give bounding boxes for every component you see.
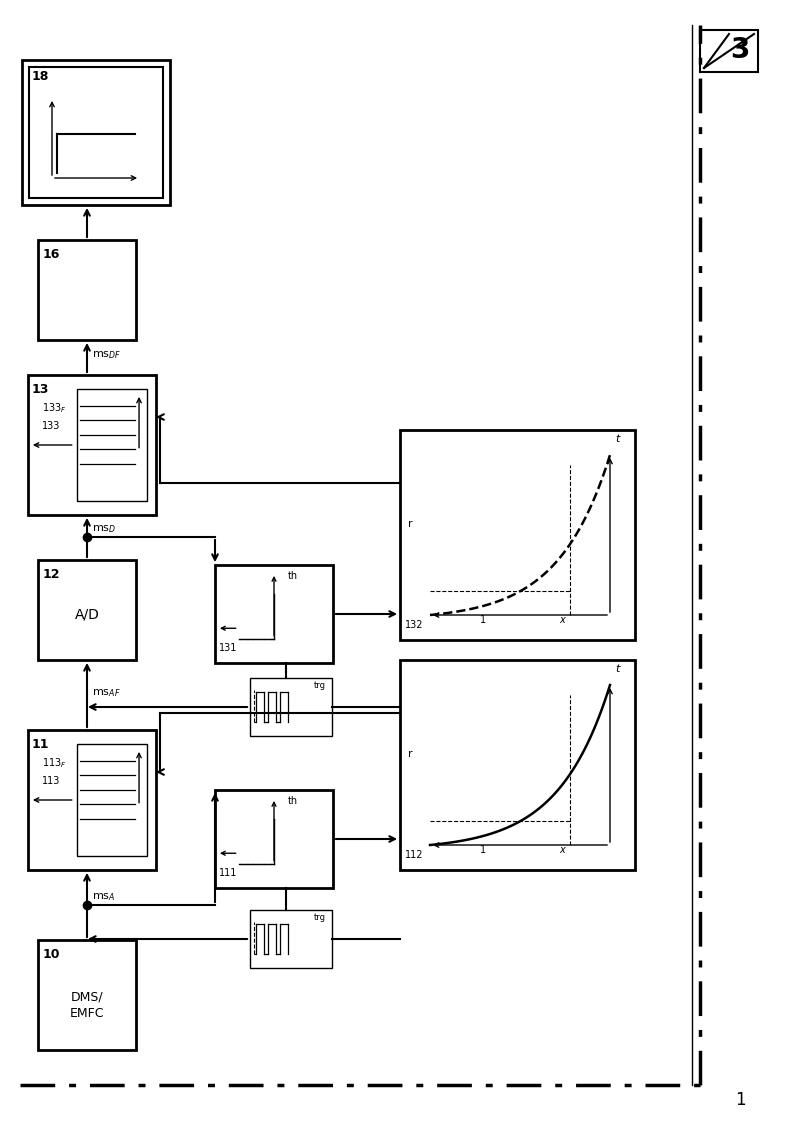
Text: ms$_A$: ms$_A$ <box>92 891 115 902</box>
Bar <box>250 910 332 968</box>
Text: EMFC: EMFC <box>70 1007 104 1020</box>
Text: 11: 11 <box>32 738 50 751</box>
Text: 133$_F$: 133$_F$ <box>42 400 66 415</box>
Text: 13: 13 <box>32 384 50 396</box>
Bar <box>215 790 333 888</box>
Bar <box>22 60 170 205</box>
Text: ms$_{AF}$: ms$_{AF}$ <box>92 687 121 699</box>
Text: 1: 1 <box>734 1091 746 1109</box>
Text: 113$_F$: 113$_F$ <box>42 756 66 769</box>
Bar <box>28 374 156 515</box>
Text: ms$_{DF}$: ms$_{DF}$ <box>92 349 122 361</box>
Text: 132: 132 <box>405 620 423 631</box>
Text: trg: trg <box>314 913 326 922</box>
Bar <box>38 940 136 1050</box>
Bar <box>38 559 136 660</box>
Bar <box>38 240 136 340</box>
Bar <box>77 744 147 856</box>
Text: x: x <box>560 615 566 625</box>
Text: 12: 12 <box>43 569 61 581</box>
Text: 18: 18 <box>32 70 50 83</box>
Text: 133: 133 <box>42 421 60 431</box>
Text: 112: 112 <box>405 851 423 860</box>
Text: th: th <box>288 796 298 807</box>
Text: r: r <box>408 749 413 759</box>
Text: trg: trg <box>314 681 326 690</box>
Text: x: x <box>560 845 566 855</box>
Text: 1: 1 <box>480 845 486 855</box>
Bar <box>215 565 333 663</box>
Bar <box>400 660 635 870</box>
Bar <box>29 67 163 199</box>
Text: 131: 131 <box>219 643 238 653</box>
Text: t: t <box>615 664 619 675</box>
Bar <box>77 389 147 501</box>
Bar <box>28 730 156 870</box>
Bar <box>700 30 758 72</box>
Text: 1: 1 <box>480 615 486 625</box>
Text: 3: 3 <box>730 36 750 64</box>
Text: 113: 113 <box>42 776 60 786</box>
Text: t: t <box>615 434 619 444</box>
Bar <box>400 430 635 640</box>
Text: th: th <box>288 571 298 581</box>
Text: DMS/: DMS/ <box>70 990 103 1003</box>
Text: r: r <box>408 519 413 529</box>
Text: 16: 16 <box>43 248 60 261</box>
Text: 111: 111 <box>219 869 238 878</box>
Bar <box>250 678 332 735</box>
Text: ms$_D$: ms$_D$ <box>92 523 116 535</box>
Text: 10: 10 <box>43 948 61 961</box>
Text: A/D: A/D <box>74 607 99 622</box>
